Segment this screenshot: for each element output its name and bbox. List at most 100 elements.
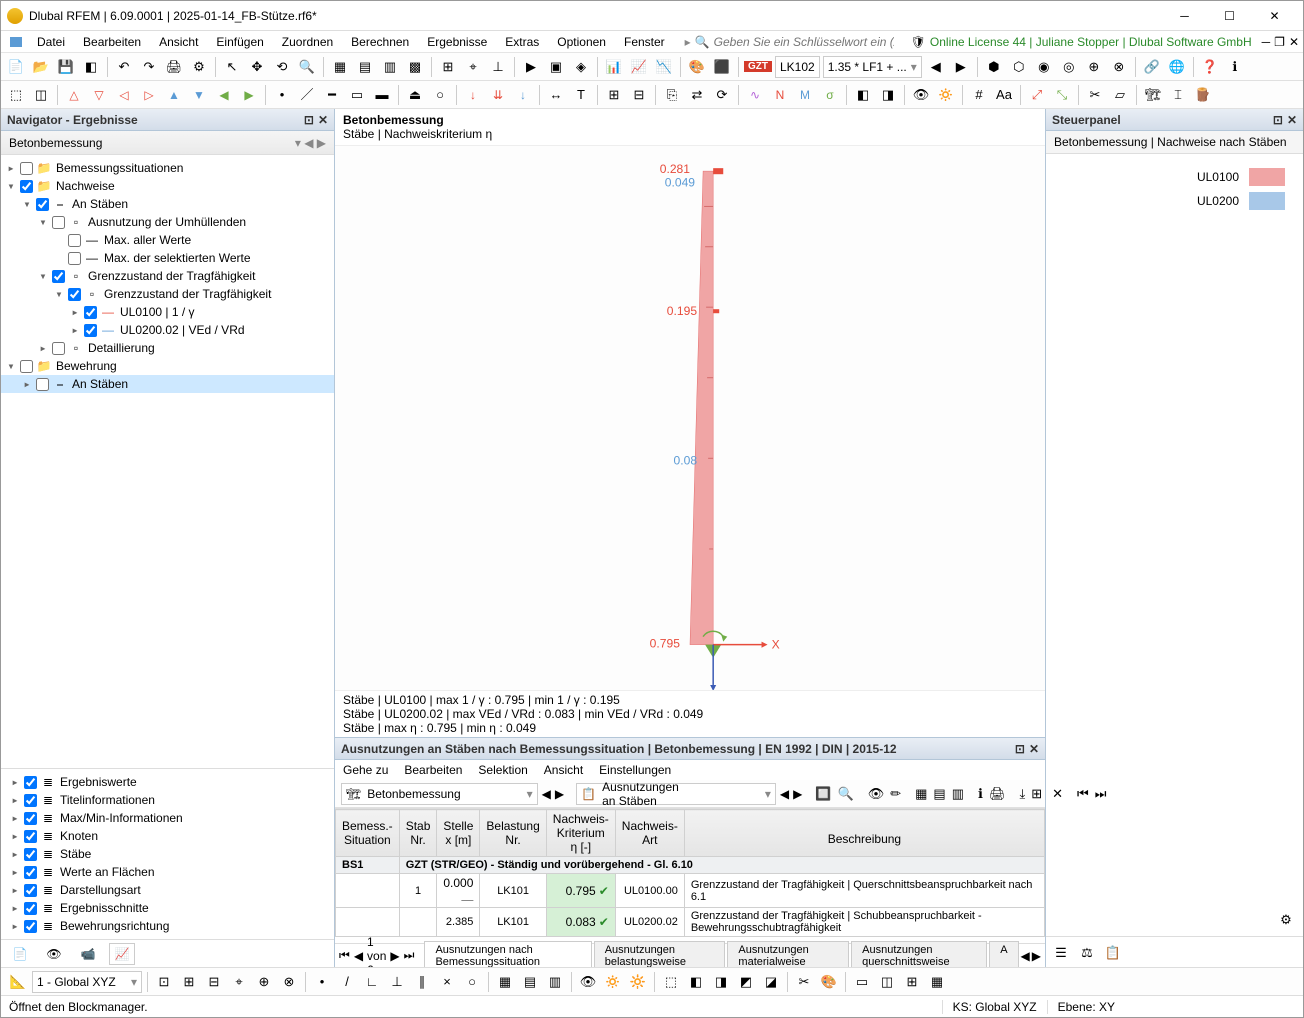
res3-icon[interactable]: 📉 (653, 56, 675, 78)
ft-obj3-icon[interactable]: ∟ (361, 971, 383, 993)
t2-local-icon[interactable]: ⤡ (1051, 84, 1073, 106)
tb-first-icon[interactable]: ⏮ (1076, 783, 1090, 805)
ft-show3-icon[interactable]: 🔆 (627, 971, 649, 993)
legend-settings-icon[interactable]: ⚙ (1275, 908, 1297, 930)
save-icon[interactable]: 💾 (55, 56, 77, 78)
t2-rotate-icon[interactable]: ⟳ (711, 84, 733, 106)
ft-show2-icon[interactable]: 🔅 (602, 971, 624, 993)
view2-icon[interactable]: ▤ (354, 56, 376, 78)
calc-icon[interactable]: ▶ (520, 56, 542, 78)
tool-icon[interactable]: ⚙ (188, 56, 210, 78)
first-page-icon[interactable]: ⏮ (339, 948, 350, 963)
t2-solid-icon[interactable]: ▬ (371, 84, 393, 106)
misc5-icon[interactable]: ⊕ (1083, 56, 1105, 78)
misc6-icon[interactable]: ⊗ (1108, 56, 1130, 78)
pin-icon[interactable]: ⊡ (304, 113, 314, 127)
rotate-icon[interactable]: ⟲ (271, 56, 293, 78)
table-menu-bearbeiten[interactable]: Bearbeiten (404, 763, 462, 777)
view1-icon[interactable]: ▦ (329, 56, 351, 78)
t2-surf-icon[interactable]: ▭ (346, 84, 368, 106)
snap-icon[interactable]: ⌖ (462, 56, 484, 78)
cp-tab-prop-icon[interactable]: 📋 (1102, 941, 1124, 963)
menu-zuordnen[interactable]: Zuordnen (274, 33, 341, 51)
prev-cat-icon[interactable]: ◀ (542, 787, 551, 801)
navigator-tree[interactable]: ▸📁Bemessungssituationen ▾📁Nachweise ▾⎯An… (1, 155, 334, 768)
menu-ansicht[interactable]: Ansicht (151, 33, 206, 51)
nav-option[interactable]: ▸≣Ergebniswerte (5, 773, 330, 791)
t2-steel-icon[interactable]: ⌶ (1167, 84, 1189, 106)
redo-icon[interactable]: ↷ (138, 56, 160, 78)
t2-iso-icon[interactable]: ◧ (852, 84, 874, 106)
ft-show1-icon[interactable]: 👁 (577, 971, 599, 993)
tb-show1-icon[interactable]: 👁 (867, 783, 886, 805)
t2-dim-icon[interactable]: ↔ (545, 84, 567, 106)
ft-snap6-icon[interactable]: ⊗ (278, 971, 300, 993)
ft-wp3-icon[interactable]: ◨ (710, 971, 732, 993)
table-tab[interactable]: A (989, 941, 1018, 971)
ft-obj2-icon[interactable]: / (336, 971, 358, 993)
maximize-button[interactable]: ☐ (1207, 2, 1252, 30)
ext2-icon[interactable]: 🌐 (1166, 56, 1188, 78)
tb-filter3-icon[interactable]: ▥ (951, 783, 965, 805)
t2-load2-icon[interactable]: ⇊ (487, 84, 509, 106)
table-row[interactable]: 2.385 LK101 0.083 ✔ UL0200.02 Grenzzusta… (336, 908, 1045, 937)
t2-9-icon[interactable]: ◀ (213, 84, 235, 106)
t2-1-icon[interactable]: ⬚ (5, 84, 27, 106)
close-panel-icon[interactable]: ✕ (1029, 742, 1039, 756)
ft-vis-icon[interactable]: 🎨 (818, 971, 840, 993)
ft-wp2-icon[interactable]: ◧ (685, 971, 707, 993)
navigator-mode-selector[interactable]: Betonbemessung ▾ ◀ ▶ (1, 131, 334, 155)
ft-snap3-icon[interactable]: ⊟ (203, 971, 225, 993)
menu-einfügen[interactable]: Einfügen (208, 33, 271, 51)
ext1-icon[interactable]: 🔗 (1141, 56, 1163, 78)
menu-fenster[interactable]: Fenster (616, 33, 673, 51)
table-tab[interactable]: Ausnutzungen materialweise (727, 941, 849, 971)
tb-print-icon[interactable]: 🖨 (988, 783, 1007, 805)
close-button[interactable]: ✕ (1252, 2, 1297, 30)
pin-icon[interactable]: ⊡ (1273, 113, 1283, 127)
ft-win2-icon[interactable]: ◫ (876, 971, 898, 993)
nav-tab-data-icon[interactable]: 📄 (7, 943, 33, 965)
table-menu-ansicht[interactable]: Ansicht (544, 763, 583, 777)
info-icon[interactable]: ℹ (1224, 56, 1246, 78)
ft-snap2-icon[interactable]: ⊞ (178, 971, 200, 993)
table-design-select[interactable]: 🏗 Betonbemessung▾ (341, 783, 538, 805)
close-panel-icon[interactable]: ✕ (1287, 113, 1297, 127)
table-view-select[interactable]: 📋 Ausnutzungen an Stäben▾ (576, 783, 776, 805)
nav-option[interactable]: ▸≣Titelinformationen (5, 791, 330, 809)
mdi-close-icon[interactable]: ✕ (1289, 35, 1299, 49)
menu-bearbeiten[interactable]: Bearbeiten (75, 33, 149, 51)
pin-icon[interactable]: ⊡ (1015, 742, 1025, 756)
t2-force-icon[interactable]: N (769, 84, 791, 106)
menu-optionen[interactable]: Optionen (549, 33, 614, 51)
last-page-icon[interactable]: ⏭ (404, 948, 415, 963)
nav-option[interactable]: ▸≣Knoten (5, 827, 330, 845)
t2-hinge-icon[interactable]: ○ (429, 84, 451, 106)
ft-wp1-icon[interactable]: ⬚ (660, 971, 682, 993)
ft-wp4-icon[interactable]: ◩ (735, 971, 757, 993)
tb-filter2-icon[interactable]: ▤ (932, 783, 946, 805)
t2-8-icon[interactable]: ▼ (188, 84, 210, 106)
t2-text-icon[interactable]: T (570, 84, 592, 106)
res2-icon[interactable]: 📈 (628, 56, 650, 78)
ft-clip-icon[interactable]: ✂ (793, 971, 815, 993)
t2-member-icon[interactable]: ━ (321, 84, 343, 106)
t2-num-icon[interactable]: # (968, 84, 990, 106)
calc3-icon[interactable]: ◈ (570, 56, 592, 78)
results-table[interactable]: Bemess.-Situation StabNr. Stellex [m] Be… (335, 809, 1045, 937)
ft-grid3-icon[interactable]: ▥ (544, 971, 566, 993)
nav-tab-views-icon[interactable]: 📹 (75, 943, 101, 965)
ft-cs-select[interactable]: 1 - Global XYZ▾ (32, 971, 142, 993)
t2-show1-icon[interactable]: 👁 (910, 84, 932, 106)
t2-sec-icon[interactable]: ✂ (1084, 84, 1106, 106)
menu-extras[interactable]: Extras (497, 33, 547, 51)
view3-icon[interactable]: ▥ (379, 56, 401, 78)
prev-page-icon[interactable]: ◀ (354, 949, 363, 963)
res1-icon[interactable]: 📊 (603, 56, 625, 78)
ft-snap4-icon[interactable]: ⌖ (228, 971, 250, 993)
t2-contour-icon[interactable]: ◨ (877, 84, 899, 106)
tb-exp-icon[interactable]: ⤓ (1018, 783, 1026, 805)
t2-node-icon[interactable]: • (271, 84, 293, 106)
t2-copy-icon[interactable]: ⎘ (661, 84, 683, 106)
t2-10-icon[interactable]: ▶ (238, 84, 260, 106)
